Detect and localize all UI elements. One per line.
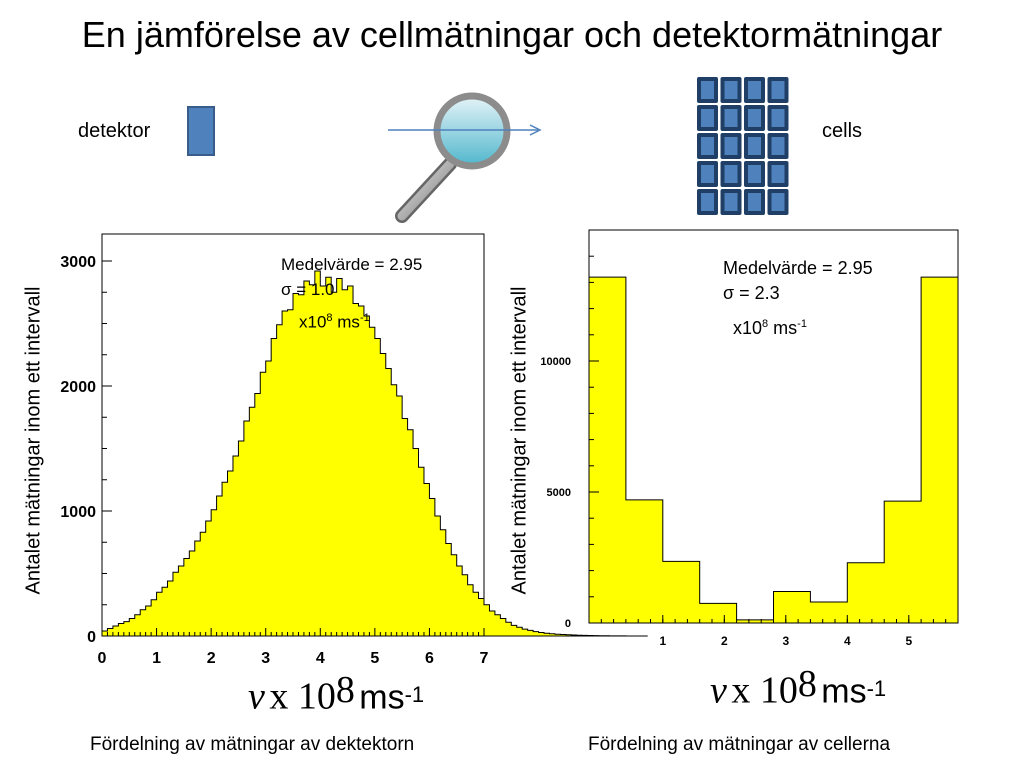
cell-block-face [701,193,714,211]
right-x-tick-label: 4 [844,634,851,648]
cell-block-face [748,165,761,183]
cell-block-face [771,81,785,99]
cell-block-face [748,81,761,99]
left-histogram-bars [101,270,648,637]
cell-block-face [748,193,761,211]
left-y-tick-label: 2000 [60,379,96,396]
left-y-tick-label: 3000 [60,254,96,271]
left-caption: Fördelning av mätningar av dektektorn [90,734,415,755]
right-histogram-bars [588,276,959,624]
cell-block-face [748,109,761,127]
right-y-tick-label: 0 [565,618,571,630]
left-y-tick-label: 1000 [60,504,96,521]
cell-block-face [701,109,714,127]
left-y-tick-label: 0 [87,629,96,646]
left-x-tick-label: 2 [207,650,216,667]
cell-block-face [724,137,738,155]
right-x-tick-label: 2 [721,634,728,648]
cell-block-face [771,165,785,183]
cells-label: cells [822,120,863,142]
right-caption: Fördelning av mätningar av cellerna [588,734,891,755]
right-y-tick-label: 5000 [547,487,571,499]
right-stats-box: Medelvärde = 2.95 σ = 2.3 x108 ms-1 [723,256,873,341]
right-stats-sigma: σ = 2.3 [723,283,780,303]
detector-label: detektor [78,120,151,142]
cell-block-face [771,109,785,127]
cell-block-face [724,165,738,183]
cell-block-face [724,109,738,127]
cells-icon [697,77,789,215]
left-x-tick-label: 3 [261,650,270,667]
left-stats-box: Medelvärde = 2.95 σ = 1.0 x108 ms-1 [281,252,422,335]
right-stats-mean: Medelvärde = 2.95 [723,258,873,278]
cell-block-face [771,137,785,155]
left-stats-unit: x108 ms-1 [299,312,370,332]
page-title: En jämförelse av cellmätningar och detek… [81,14,943,55]
left-x-tick-label: 7 [480,650,489,667]
right-x-tick-label: 1 [659,634,666,648]
detector-icon [187,106,215,156]
cell-block-face [724,81,738,99]
left-stats-sigma: σ = 1.0 [281,280,335,299]
cell-block-face [701,81,714,99]
cell-block-face [724,193,738,211]
right-y-tick-label: 10000 [540,356,571,368]
cell-block-face [701,137,714,155]
left-x-axis-label: v x 108 ms-1 [248,669,425,718]
cell-block-face [771,193,785,211]
cell-block-face [748,137,761,155]
left-x-tick-label: 1 [152,650,161,667]
left-stats-mean: Medelvärde = 2.95 [281,255,423,274]
left-x-tick-label: 6 [425,650,434,667]
right-stats-unit: x108 ms-1 [733,318,807,338]
left-x-tick-label: 4 [316,650,325,667]
left-x-tick-label: 5 [370,650,379,667]
right-x-tick-label: 5 [905,634,912,648]
left-x-tick-label: 0 [98,650,107,667]
right-x-tick-label: 3 [782,634,789,648]
magnifier-icon [388,92,542,223]
right-x-axis-label: v x 108 ms-1 [710,663,887,712]
cell-block-face [701,165,714,183]
